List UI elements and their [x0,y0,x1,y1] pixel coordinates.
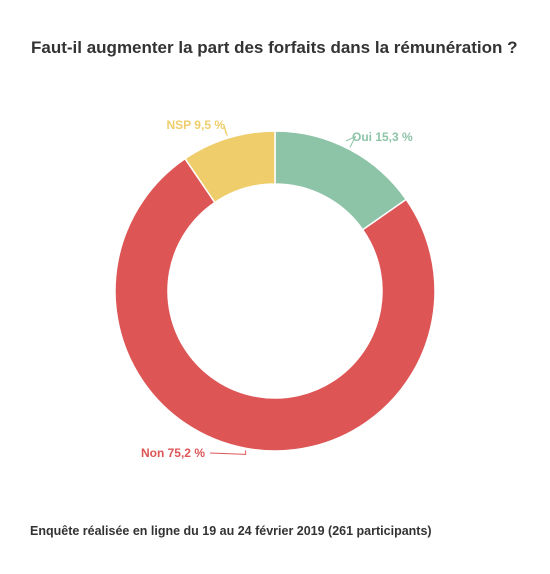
donut-slices [114,130,436,452]
slice-non [114,157,436,452]
chart-title: Faut-il augmenter la part des forfaits d… [31,38,518,57]
leader-line-nsp [223,124,228,137]
slice-nsp [184,130,276,204]
leader-lines [209,124,357,455]
slice-label-oui: Oui 15,3 % [352,130,413,144]
leader-line-non [209,450,247,455]
leader-line-oui [345,135,357,148]
slice-labels: Oui 15,3 % Non 75,2 % NSP 9,5 % [141,118,413,460]
slice-label-nsp: NSP 9,5 % [167,118,226,132]
slice-label-non: Non 75,2 % [141,446,205,460]
chart-footer: Enquête réalisée en ligne du 19 au 24 fé… [30,524,432,538]
